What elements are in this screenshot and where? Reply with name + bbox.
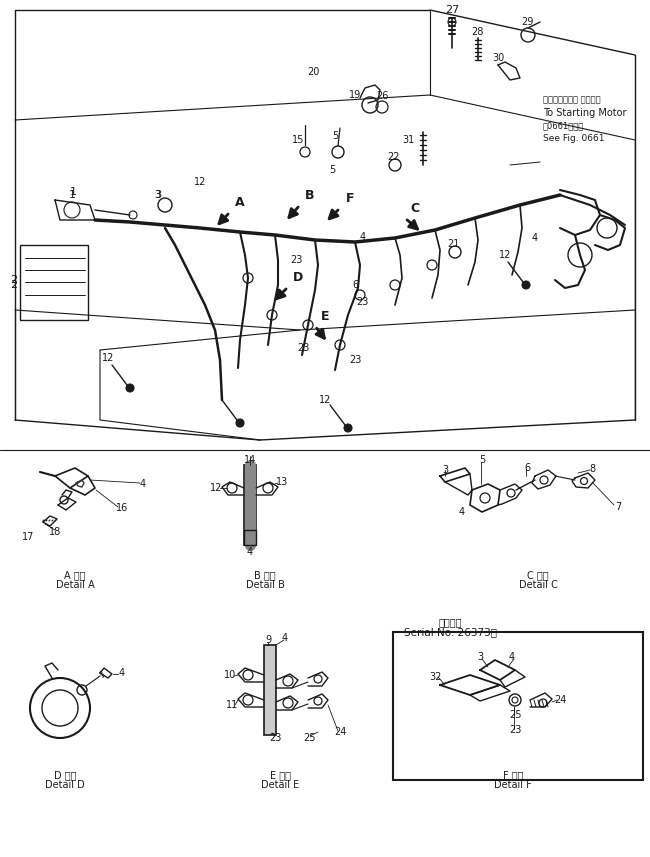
Text: 23: 23	[356, 297, 368, 307]
Text: 19: 19	[349, 90, 361, 100]
Text: 12: 12	[318, 395, 332, 405]
Text: 4: 4	[140, 479, 146, 489]
Text: C 詳細: C 詳細	[527, 570, 549, 580]
Text: 3: 3	[154, 190, 160, 200]
Text: 29: 29	[521, 17, 533, 27]
Text: Detail B: Detail B	[246, 580, 285, 590]
Text: 30: 30	[492, 53, 504, 63]
Text: 23: 23	[269, 733, 281, 743]
Text: 5: 5	[329, 165, 335, 175]
Text: F: F	[346, 191, 354, 205]
Text: 23: 23	[349, 355, 361, 365]
Text: 11: 11	[226, 700, 238, 710]
Text: F 詳細: F 詳細	[502, 770, 523, 780]
Text: B: B	[306, 189, 315, 201]
Text: 4: 4	[360, 232, 366, 242]
Text: 24: 24	[554, 695, 566, 705]
Text: 10: 10	[224, 670, 236, 680]
Text: 17: 17	[22, 532, 34, 542]
Text: 6: 6	[524, 463, 530, 473]
Text: 4: 4	[119, 668, 125, 678]
Text: 2: 2	[10, 280, 18, 290]
Text: 28: 28	[471, 27, 483, 37]
Text: 4: 4	[459, 507, 465, 517]
Text: 16: 16	[116, 503, 128, 513]
Text: 6: 6	[352, 280, 358, 290]
Text: 第0661図参照: 第0661図参照	[543, 122, 584, 130]
Circle shape	[344, 424, 352, 432]
Text: 12: 12	[194, 177, 206, 187]
Text: 13: 13	[276, 477, 288, 487]
Text: 5: 5	[479, 455, 485, 465]
Text: 14: 14	[244, 455, 256, 465]
Text: 22: 22	[388, 152, 400, 162]
Text: 8: 8	[589, 464, 595, 474]
Text: Detail E: Detail E	[261, 780, 299, 790]
Text: 9: 9	[265, 635, 271, 645]
Text: 18: 18	[49, 527, 61, 537]
Text: 32: 32	[429, 672, 441, 682]
Text: 23: 23	[297, 343, 309, 353]
Text: 25: 25	[509, 710, 521, 720]
Text: Detail C: Detail C	[519, 580, 558, 590]
Text: 適用番号: 適用番号	[438, 617, 462, 627]
Bar	[20, 245, 88, 320]
Text: 2: 2	[10, 275, 18, 285]
Text: 4: 4	[532, 233, 538, 243]
Text: A 詳細: A 詳細	[64, 570, 86, 580]
Text: E: E	[320, 309, 330, 322]
Text: 3: 3	[442, 465, 448, 475]
Text: 4: 4	[282, 633, 288, 643]
Text: 3: 3	[477, 652, 483, 662]
Text: 23: 23	[290, 255, 302, 265]
Text: 20: 20	[307, 67, 319, 77]
Bar	[264, 645, 276, 735]
Text: 1: 1	[70, 187, 77, 197]
Text: Detail A: Detail A	[56, 580, 94, 590]
Text: 12: 12	[210, 483, 222, 493]
Text: B 詳細: B 詳細	[254, 570, 276, 580]
Text: 21: 21	[447, 239, 459, 249]
Text: 24: 24	[334, 727, 346, 737]
Text: C: C	[410, 201, 419, 214]
Text: 27: 27	[445, 5, 459, 15]
Text: 12: 12	[499, 250, 511, 260]
Text: 4: 4	[247, 547, 253, 557]
Circle shape	[522, 281, 530, 289]
Text: D: D	[293, 271, 303, 284]
Text: To Starting Motor: To Starting Motor	[543, 108, 627, 118]
Text: 7: 7	[615, 502, 621, 512]
Text: 3: 3	[155, 190, 161, 200]
Text: 23: 23	[509, 725, 521, 735]
Text: Serial No. 26373～: Serial No. 26373～	[404, 627, 497, 637]
Text: 5: 5	[332, 131, 338, 141]
Text: 1: 1	[68, 190, 75, 200]
Text: Detail F: Detail F	[494, 780, 532, 790]
Text: 15: 15	[292, 135, 304, 145]
Text: E 詳細: E 詳細	[270, 770, 291, 780]
Text: 26: 26	[376, 91, 388, 101]
Text: 4: 4	[509, 652, 515, 662]
Text: See Fig. 0661: See Fig. 0661	[543, 134, 604, 142]
Bar	[244, 465, 256, 545]
Text: 25: 25	[304, 733, 317, 743]
Text: スターティング モータへ: スターティング モータへ	[543, 95, 601, 105]
Text: D 詳細: D 詳細	[54, 770, 76, 780]
Text: Detail D: Detail D	[45, 780, 85, 790]
Bar	[393, 632, 643, 780]
Text: 12: 12	[102, 353, 114, 363]
Text: 31: 31	[402, 135, 414, 145]
Circle shape	[236, 419, 244, 427]
Text: A: A	[235, 195, 245, 208]
Circle shape	[126, 384, 134, 392]
